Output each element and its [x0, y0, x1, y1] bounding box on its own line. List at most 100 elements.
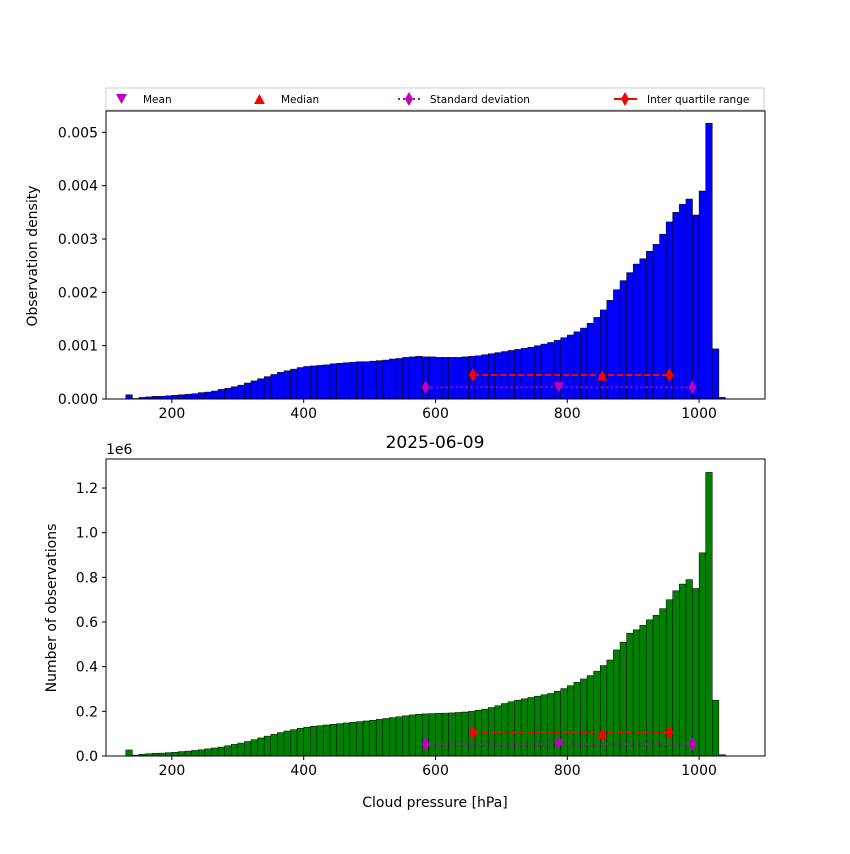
- histogram-bar: [626, 272, 634, 400]
- mean-marker: [553, 382, 564, 393]
- legend-label-std: Standard deviation: [430, 94, 530, 106]
- histogram-bar: [415, 713, 423, 757]
- histogram-bar: [567, 685, 575, 757]
- histogram-bar: [567, 334, 575, 400]
- iqr-endpoint-marker: [665, 725, 674, 740]
- histogram-bar: [375, 719, 384, 757]
- histogram-bar: [191, 393, 199, 400]
- histogram-bar: [580, 327, 588, 400]
- iqr-endpoint-marker: [665, 368, 674, 382]
- std-endpoint-marker: [688, 380, 697, 395]
- iqr-endpoint-marker: [469, 725, 478, 740]
- histogram-bar: [685, 198, 693, 400]
- y-tick-label: 0.0: [76, 749, 98, 765]
- histogram-bar: [402, 715, 410, 757]
- histogram-bar: [573, 331, 581, 400]
- histogram-bar: [329, 363, 337, 400]
- y-tick-label: 1.2: [76, 481, 98, 497]
- histogram-bar: [408, 714, 416, 757]
- histogram-bar: [217, 389, 225, 400]
- histogram-bar: [415, 356, 423, 400]
- histogram-bar: [435, 357, 443, 400]
- histogram-bar: [461, 711, 469, 757]
- histogram-bar: [698, 190, 706, 400]
- histogram-bar: [540, 343, 548, 400]
- histogram-bar: [257, 378, 265, 400]
- histogram-bar: [230, 386, 239, 400]
- histogram-bar: [296, 367, 304, 400]
- histogram-bar: [290, 729, 298, 757]
- histogram-bar: [632, 629, 641, 757]
- histogram-bar: [184, 750, 192, 757]
- histogram-bar: [441, 357, 449, 400]
- histogram-bar: [619, 280, 627, 400]
- histogram-bar: [342, 722, 351, 757]
- histogram-bar: [224, 388, 232, 400]
- y-tick-label: 0.001: [58, 339, 98, 355]
- histogram-bar: [349, 361, 357, 400]
- histogram-bar: [600, 309, 608, 400]
- histogram-bar: [679, 583, 687, 757]
- histogram-bar: [198, 392, 206, 400]
- histogram-bar: [211, 390, 219, 400]
- histogram-bar: [316, 725, 324, 757]
- iqr-endpoint-marker: [469, 368, 478, 382]
- histogram-bar: [303, 726, 311, 757]
- histogram-bar: [369, 360, 377, 400]
- histogram-bar: [692, 588, 700, 757]
- histogram-bar: [171, 751, 179, 757]
- y-tick-label: 0.003: [58, 232, 98, 248]
- y-axis-label-density: Observation density: [25, 185, 41, 326]
- histogram-bar: [534, 695, 542, 757]
- legend-item-iqr: Inter quartile range: [614, 92, 749, 106]
- histogram-bar: [277, 372, 285, 400]
- histogram-bar: [455, 357, 463, 400]
- y-tick-label: 0.000: [58, 392, 98, 408]
- legend-item-std: Standard deviation: [398, 92, 530, 106]
- histogram-bar: [270, 374, 278, 400]
- histogram-bar: [527, 347, 535, 400]
- median-marker: [597, 370, 608, 381]
- histogram-bar: [270, 734, 278, 757]
- x-tick-label: 200: [159, 406, 186, 422]
- histogram-bar: [698, 552, 706, 757]
- histogram-bar: [626, 632, 634, 757]
- histogram-bar: [362, 361, 370, 400]
- histogram-bar: [310, 726, 318, 757]
- histogram-bar: [639, 258, 647, 400]
- histogram-bar: [191, 750, 199, 757]
- histogram-bar: [507, 701, 515, 757]
- y-tick-label: 0.4: [76, 660, 98, 676]
- mean-marker: [553, 738, 564, 749]
- y-tick-label: 0.002: [58, 285, 98, 301]
- histogram-bar: [402, 357, 410, 400]
- histogram-bar: [672, 590, 680, 757]
- histogram-bar: [639, 625, 647, 757]
- legend-label-iqr: Inter quartile range: [647, 94, 749, 106]
- histogram-bar: [356, 721, 364, 757]
- median-marker: [597, 728, 608, 739]
- histogram-bar: [560, 688, 568, 757]
- legend-item-mean: Mean: [116, 94, 172, 106]
- y-tick-label: 0.8: [76, 570, 98, 586]
- median-marker-icon: [254, 94, 265, 104]
- histogram-bar: [204, 391, 212, 400]
- histogram-bar: [375, 360, 384, 400]
- histogram-bar: [481, 354, 489, 400]
- histogram-bar: [310, 365, 318, 400]
- histogram-bar: [448, 357, 456, 400]
- histogram-bar: [455, 712, 463, 757]
- histogram-bar: [296, 728, 304, 757]
- y-tick-label: 0.6: [76, 615, 98, 631]
- histogram-bar: [349, 722, 357, 757]
- histogram-bar: [586, 675, 594, 757]
- x-tick-label: 800: [554, 406, 581, 422]
- histogram-bar: [712, 348, 720, 400]
- histogram-bar: [600, 665, 608, 757]
- x-tick-label: 1000: [681, 763, 717, 779]
- histogram-bar: [323, 364, 331, 400]
- histogram-bar: [408, 356, 416, 400]
- histogram-bar: [441, 712, 449, 757]
- counts-panel: 200 400 600 800 1000 0.0 0.2 0.4 0.6 0.8 1.0 1.2: [76, 458, 766, 779]
- histogram-bar: [527, 697, 535, 757]
